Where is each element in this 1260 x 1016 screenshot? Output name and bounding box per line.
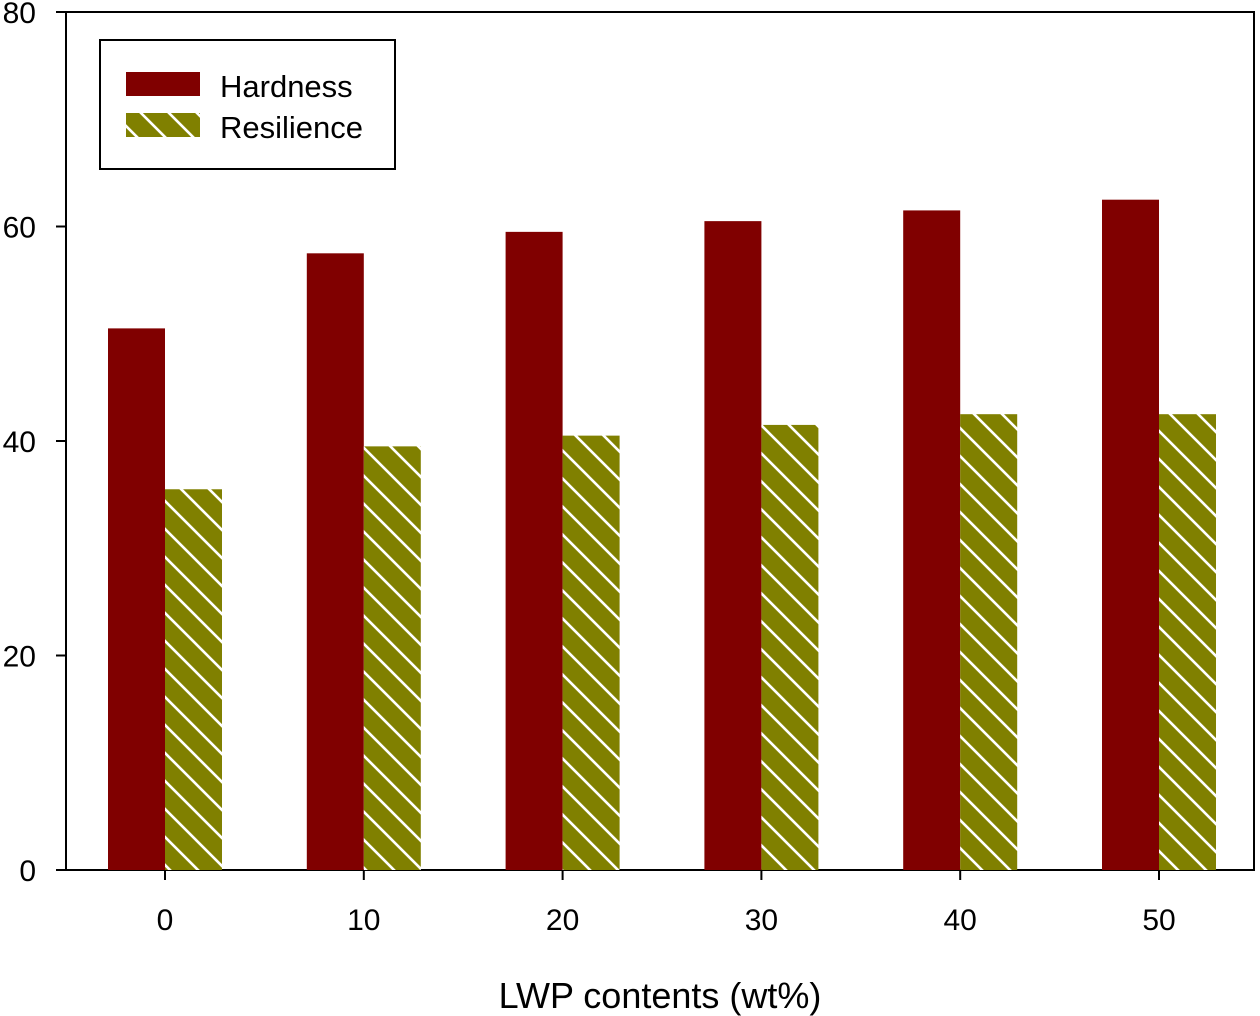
legend-label-hardness: Hardness [220, 69, 353, 104]
bar-hardness-40 [903, 210, 961, 871]
bar-resilience-40 [960, 414, 1018, 870]
y-tick-label: 60 [3, 212, 36, 245]
legend-swatch-resilience [126, 113, 200, 137]
legend-box [99, 39, 396, 170]
x-tick-label: 50 [1142, 904, 1175, 937]
bar-hardness-10 [306, 253, 364, 870]
x-tick-label: 0 [157, 904, 174, 937]
y-tick-label: 80 [3, 0, 36, 30]
bar-hardness-20 [505, 231, 563, 871]
legend-swatch-hardness [126, 72, 200, 96]
x-tick-label: 20 [546, 904, 579, 937]
y-axis: 0 20 40 60 80 [3, 0, 66, 888]
x-tick-label: 40 [944, 904, 977, 937]
legend: Hardness Resilience [99, 39, 396, 170]
bar-resilience-10 [363, 446, 421, 870]
bar-resilience-50 [1159, 414, 1216, 870]
y-tick-label: 20 [3, 641, 36, 674]
x-tick-label: 10 [347, 904, 380, 937]
bar-hardness-0 [108, 328, 165, 870]
bar-hardness-50 [1102, 199, 1159, 870]
y-tick-label: 40 [3, 426, 36, 459]
x-axis: 0 10 20 30 40 50 [157, 870, 1176, 937]
bar-hardness-30 [704, 221, 762, 870]
x-tick-label: 30 [745, 904, 778, 937]
bar-resilience-30 [761, 424, 819, 870]
bars-layer [108, 199, 1216, 871]
x-axis-title: LWP contents (wt%) [499, 975, 822, 1016]
y-tick-label: 0 [19, 855, 36, 888]
bar-resilience-20 [562, 435, 620, 870]
legend-label-resilience: Resilience [220, 110, 363, 145]
bar-resilience-0 [165, 489, 222, 870]
